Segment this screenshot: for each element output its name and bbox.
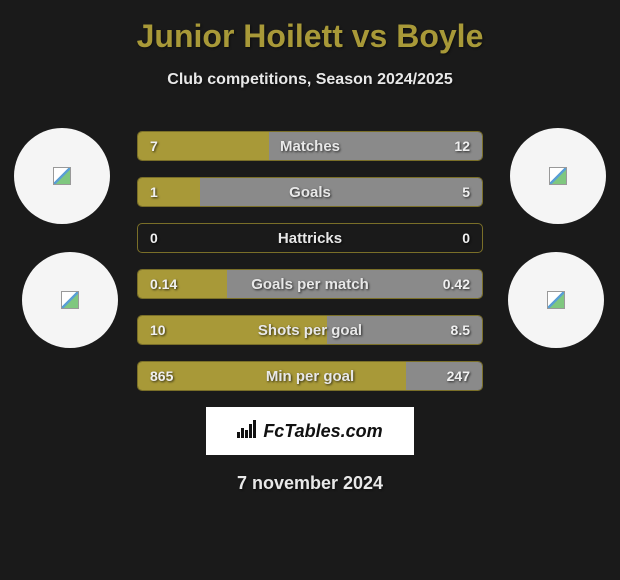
- stat-fill-left: [138, 178, 200, 206]
- image-placeholder-icon: [547, 291, 565, 309]
- stat-row: 865 247 Min per goal: [137, 361, 483, 391]
- stat-row: 0 0 Hattricks: [137, 223, 483, 253]
- stat-row: 7 12 Matches: [137, 131, 483, 161]
- stat-label: Goals: [289, 184, 331, 201]
- stat-label: Shots per goal: [258, 322, 362, 339]
- stat-label: Goals per match: [251, 276, 369, 293]
- stat-right-value: 5: [462, 184, 470, 200]
- stat-row: 10 8.5 Shots per goal: [137, 315, 483, 345]
- page-title: Junior Hoilett vs Boyle: [10, 18, 610, 55]
- stat-fill-right: [200, 178, 482, 206]
- page-container: Junior Hoilett vs Boyle Club competition…: [0, 0, 620, 580]
- stat-right-value: 247: [447, 368, 470, 384]
- stat-fill-right: [406, 362, 482, 390]
- player2-avatar-bottom: [508, 252, 604, 348]
- stat-left-value: 7: [150, 138, 158, 154]
- logo-box: FcTables.com: [206, 407, 414, 455]
- stat-row: 0.14 0.42 Goals per match: [137, 269, 483, 299]
- stat-label: Min per goal: [266, 368, 354, 385]
- player2-avatar-top: [510, 128, 606, 224]
- stat-left-value: 0.14: [150, 276, 177, 292]
- stat-right-value: 0: [462, 230, 470, 246]
- player1-avatar-top: [14, 128, 110, 224]
- logo-text: FcTables.com: [263, 421, 382, 442]
- bars-icon: [237, 420, 259, 443]
- stat-right-value: 12: [454, 138, 470, 154]
- stat-left-value: 0: [150, 230, 158, 246]
- stat-left-value: 865: [150, 368, 173, 384]
- image-placeholder-icon: [61, 291, 79, 309]
- stat-left-value: 10: [150, 322, 166, 338]
- stat-label: Hattricks: [278, 230, 342, 247]
- stat-right-value: 8.5: [451, 322, 470, 338]
- stat-left-value: 1: [150, 184, 158, 200]
- image-placeholder-icon: [549, 167, 567, 185]
- stat-label: Matches: [280, 138, 340, 155]
- stats-table: 7 12 Matches 1 5 Goals 0 0 Hattricks 0.14 0.42 Goal…: [137, 131, 483, 391]
- stat-row: 1 5 Goals: [137, 177, 483, 207]
- date-text: 7 november 2024: [10, 473, 610, 494]
- image-placeholder-icon: [53, 167, 71, 185]
- stat-right-value: 0.42: [443, 276, 470, 292]
- page-subtitle: Club competitions, Season 2024/2025: [10, 71, 610, 89]
- player1-avatar-bottom: [22, 252, 118, 348]
